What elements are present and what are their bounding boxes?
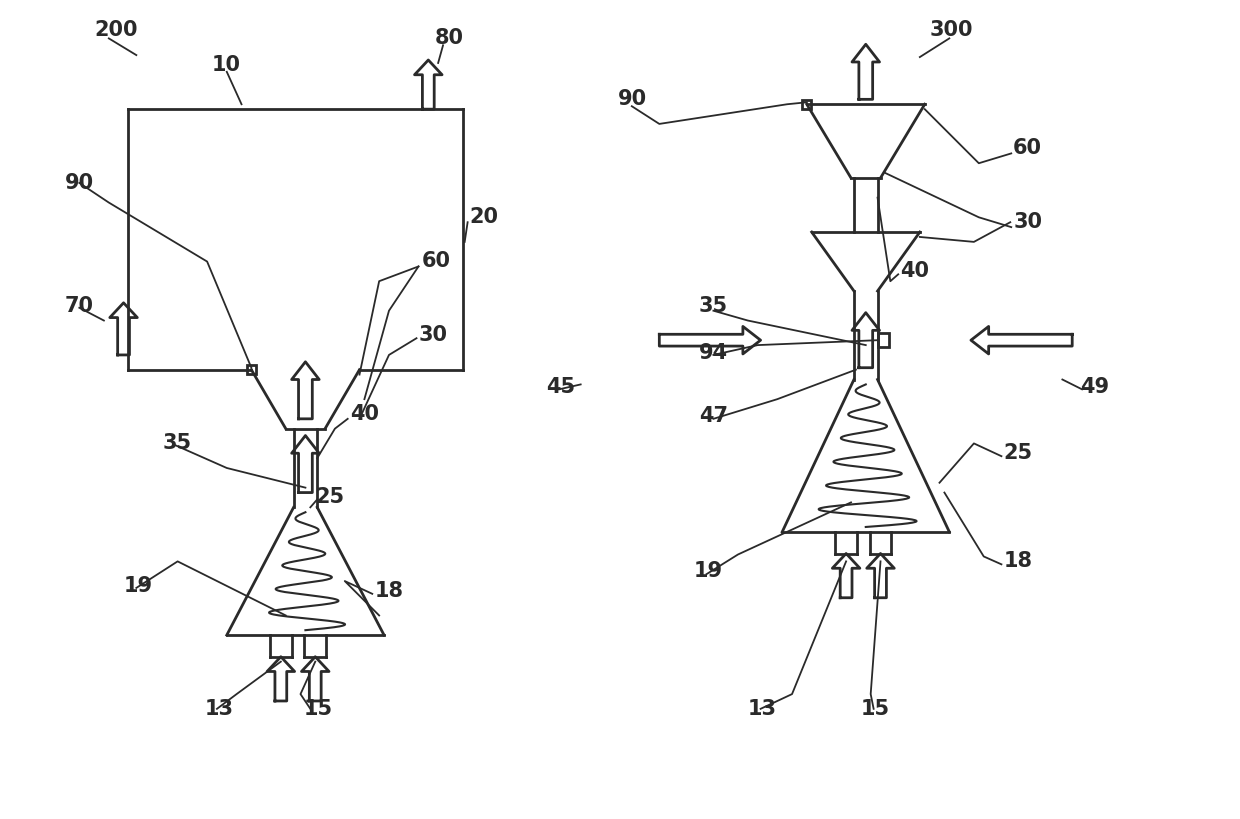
Text: 80: 80 bbox=[435, 29, 464, 48]
Text: 18: 18 bbox=[1003, 550, 1033, 571]
Text: 200: 200 bbox=[94, 20, 138, 40]
Text: 94: 94 bbox=[698, 342, 728, 363]
Text: 300: 300 bbox=[930, 20, 973, 40]
Text: 90: 90 bbox=[64, 173, 94, 192]
Text: 40: 40 bbox=[900, 261, 929, 281]
Text: 13: 13 bbox=[205, 698, 234, 718]
Bar bbox=[802, 101, 811, 110]
Text: 25: 25 bbox=[315, 486, 345, 507]
Text: 30: 30 bbox=[418, 325, 448, 345]
Text: 40: 40 bbox=[350, 403, 378, 423]
Text: 45: 45 bbox=[547, 377, 575, 396]
Text: 60: 60 bbox=[422, 251, 450, 271]
Text: 70: 70 bbox=[64, 296, 93, 315]
Text: 18: 18 bbox=[374, 580, 403, 600]
Text: 47: 47 bbox=[698, 405, 728, 425]
Text: 90: 90 bbox=[618, 89, 647, 109]
Text: 13: 13 bbox=[748, 698, 776, 718]
Text: 10: 10 bbox=[212, 55, 241, 75]
Text: 20: 20 bbox=[470, 207, 498, 227]
Text: 35: 35 bbox=[698, 296, 728, 315]
Bar bbox=[247, 366, 255, 374]
Text: 60: 60 bbox=[1013, 138, 1043, 158]
Text: 25: 25 bbox=[1003, 442, 1033, 463]
Text: 19: 19 bbox=[124, 575, 153, 595]
Text: 30: 30 bbox=[1013, 212, 1043, 232]
Bar bbox=[878, 334, 889, 347]
Text: 19: 19 bbox=[693, 560, 723, 581]
Text: 15: 15 bbox=[861, 698, 890, 718]
Text: 35: 35 bbox=[162, 432, 192, 453]
Text: 49: 49 bbox=[1080, 377, 1110, 396]
Text: 15: 15 bbox=[304, 698, 332, 718]
